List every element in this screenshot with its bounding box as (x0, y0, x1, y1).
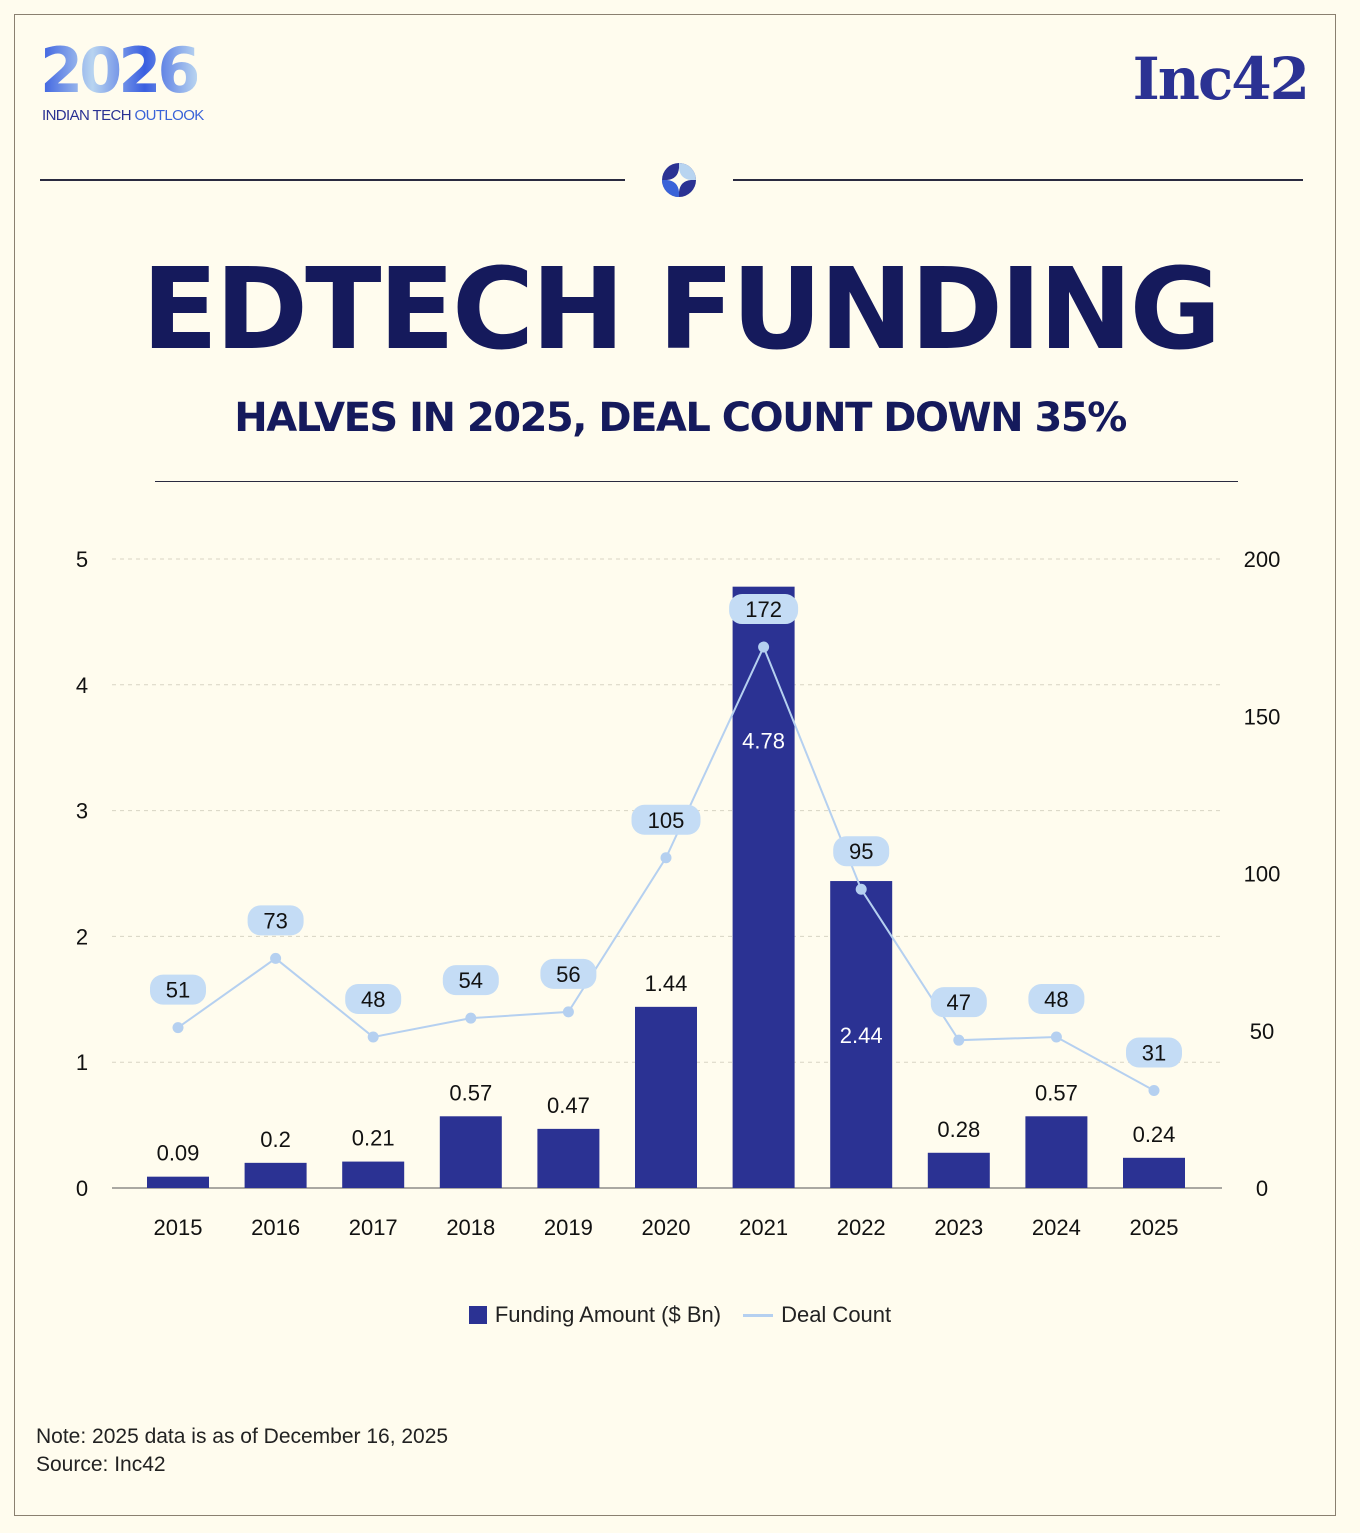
x-tick-label: 2019 (544, 1215, 593, 1240)
y-left-tick-label: 2 (76, 924, 88, 949)
bar (732, 586, 795, 1188)
deal-point (270, 952, 282, 964)
deal-value-label: 105 (648, 808, 685, 833)
deal-label-pill (442, 965, 499, 996)
y-left-tick-label: 5 (76, 547, 88, 572)
deal-value-label: 172 (745, 597, 782, 622)
bar-value-label: 4.78 (742, 729, 785, 754)
x-tick-label: 2023 (934, 1215, 983, 1240)
deal-point (562, 1006, 574, 1018)
y-right-tick-label: 150 (1244, 704, 1281, 729)
bar (147, 1176, 209, 1188)
deal-value-label: 51 (166, 978, 190, 1003)
x-tick-label: 2020 (642, 1215, 691, 1240)
deal-point (855, 883, 867, 895)
legend-swatch-funding (468, 1306, 487, 1324)
deal-value-label: 95 (849, 839, 873, 864)
bar-value-label: 1.44 (645, 971, 688, 996)
deal-point (367, 1031, 379, 1043)
deal-label-pill (930, 987, 987, 1018)
y-right-tick-label: 100 (1244, 862, 1281, 887)
note-text: Note: 2025 data is as of December 16, 20… (36, 1425, 449, 1448)
deal-point (1050, 1031, 1062, 1043)
y-left-tick-label: 1 (76, 1050, 88, 1075)
bar-value-label: 0.57 (1035, 1080, 1078, 1105)
deal-value-label: 73 (263, 908, 287, 933)
event-logo: 2026 (40, 34, 201, 107)
y-left-tick-label: 4 (76, 673, 88, 698)
page-title: EDTECH FUNDING (141, 245, 1222, 375)
x-tick-label: 2018 (446, 1215, 495, 1240)
bar (635, 1006, 697, 1188)
bar (537, 1128, 600, 1188)
deal-label-pill (729, 594, 799, 625)
bar (927, 1152, 990, 1188)
deal-label-pill (345, 984, 402, 1015)
deal-value-label: 47 (947, 990, 971, 1015)
deal-label-pill (247, 905, 304, 936)
y-right-tick-label: 200 (1244, 547, 1281, 572)
bar-value-label: 0.47 (547, 1093, 590, 1118)
deal-point (953, 1034, 965, 1046)
deal-label-pill (833, 836, 890, 867)
legend-swatch-deals (743, 1313, 774, 1317)
deal-label-pill (150, 974, 206, 1005)
bar-value-label: 0.28 (937, 1117, 980, 1142)
tagline-part-b: OUTLOOK (134, 107, 205, 124)
deal-value-label: 31 (1142, 1041, 1166, 1066)
deal-value-label: 48 (1044, 987, 1068, 1012)
page-subtitle: HALVES IN 2025, DEAL COUNT DOWN 35% (234, 395, 1127, 441)
bar (342, 1161, 405, 1188)
deal-point (465, 1012, 477, 1024)
bar (1123, 1157, 1185, 1188)
legend-label-deals: Deal Count (781, 1302, 892, 1327)
legend: Funding Amount ($ Bn) Deal Count (0, 1302, 1360, 1328)
legend-label-funding: Funding Amount ($ Bn) (494, 1302, 722, 1327)
x-tick-label: 2021 (739, 1215, 788, 1240)
y-left-tick-label: 0 (76, 1176, 88, 1201)
bar-value-label: 2.44 (840, 1023, 883, 1048)
frame-border (14, 14, 1336, 1516)
x-tick-label: 2022 (837, 1215, 886, 1240)
y-right-tick-label: 50 (1250, 1019, 1274, 1044)
x-tick-label: 2015 (154, 1215, 203, 1240)
source-text: Source: Inc42 (36, 1453, 166, 1476)
deal-value-label: 54 (459, 968, 483, 993)
publisher-logo: Inc42 (1132, 45, 1310, 113)
deal-point (1148, 1085, 1160, 1097)
event-tagline: INDIAN TECH OUTLOOK (42, 107, 204, 124)
deal-label-pill (1028, 984, 1085, 1015)
divider-left (40, 179, 625, 181)
bar (830, 881, 893, 1188)
deal-point (758, 641, 770, 653)
bar-value-label: 0.09 (157, 1141, 200, 1166)
bar-value-label: 0.21 (352, 1126, 395, 1151)
bar-value-label: 0.24 (1133, 1122, 1176, 1147)
deal-value-label: 56 (556, 962, 580, 987)
x-tick-label: 2016 (251, 1215, 300, 1240)
x-tick-label: 2024 (1032, 1215, 1081, 1240)
deal-point (172, 1022, 184, 1034)
tagline-part-a: INDIAN TECH (42, 107, 132, 124)
deal-label-pill (1126, 1037, 1182, 1068)
title-divider (155, 481, 1238, 482)
bar (439, 1116, 502, 1188)
sparkle-icon (662, 163, 696, 197)
deal-label-pill (631, 804, 701, 835)
divider-right (733, 179, 1303, 181)
footnote: Note: 2025 data is as of December 16, 20… (36, 1423, 448, 1479)
bar (244, 1162, 307, 1188)
deal-point (660, 852, 672, 864)
y-right-tick-label: 0 (1256, 1176, 1268, 1201)
deal-label-pill (540, 958, 597, 989)
y-left-tick-label: 3 (76, 799, 88, 824)
x-tick-label: 2025 (1130, 1215, 1179, 1240)
bar (1025, 1116, 1088, 1188)
x-tick-label: 2017 (349, 1215, 398, 1240)
bar-value-label: 0.57 (449, 1080, 492, 1105)
deal-value-label: 48 (361, 987, 385, 1012)
bar-value-label: 0.2 (260, 1127, 291, 1152)
